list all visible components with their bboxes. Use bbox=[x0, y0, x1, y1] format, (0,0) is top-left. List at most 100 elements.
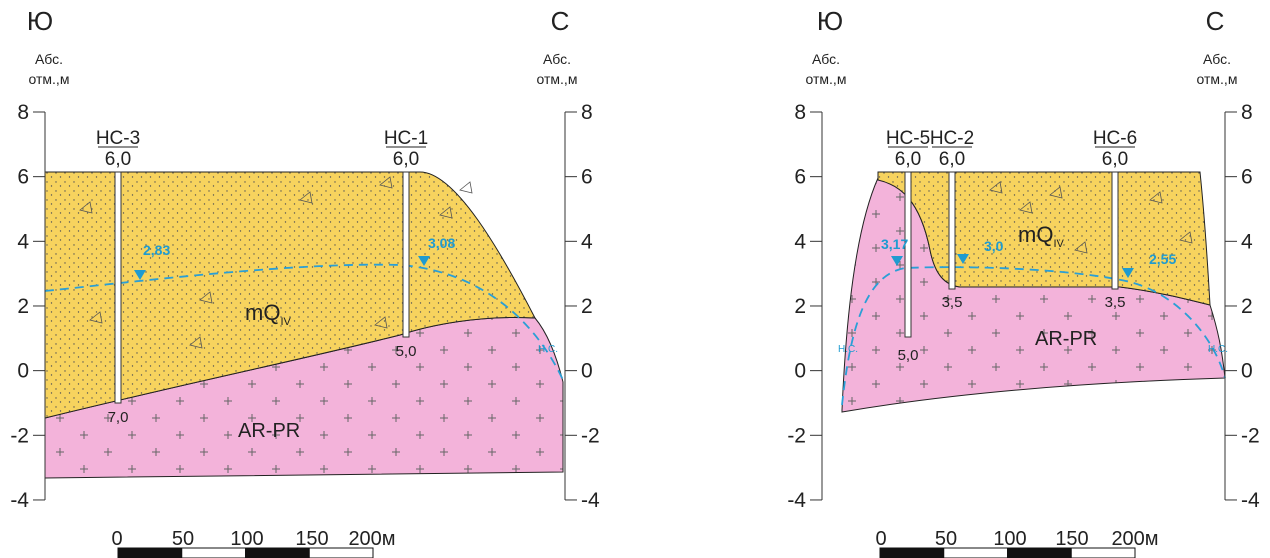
water-level-label: 2,55 bbox=[1149, 251, 1176, 267]
y-tick-label: 6 bbox=[581, 166, 593, 189]
axis-label: Абс. bbox=[543, 51, 571, 67]
scale-label: 0 bbox=[111, 528, 122, 550]
y-tick-label: 8 bbox=[794, 101, 806, 124]
layer-symbol: mQ bbox=[245, 300, 280, 325]
y-tick-label: -2 bbox=[1241, 424, 1260, 447]
debris-symbol bbox=[439, 206, 453, 219]
scale-label: 200м bbox=[1111, 528, 1158, 550]
water-level-label: 3,08 bbox=[428, 235, 455, 251]
scale-label: 200м bbox=[348, 528, 395, 550]
debris-symbol bbox=[89, 311, 103, 324]
layer-label: mQIV bbox=[245, 300, 292, 328]
water-source-label: Н.С. bbox=[838, 344, 858, 355]
y-tick-label: -4 bbox=[1241, 489, 1260, 512]
y-tick-label: 2 bbox=[794, 295, 806, 318]
debris-symbol bbox=[79, 201, 93, 214]
axis-label: отм.,м bbox=[806, 71, 847, 87]
debris-symbol bbox=[1019, 201, 1033, 214]
y-tick-label: 6 bbox=[17, 166, 29, 189]
y-tick-label: 0 bbox=[17, 360, 29, 383]
direction-label: Ю bbox=[817, 6, 843, 36]
well bbox=[948, 171, 956, 290]
section: 8 6 4 2 0 -2 -4 8 6 4 2 0 -2 -4 Ю С Абс. отм.,м Абс. отм.,м… bbox=[787, 6, 1260, 558]
debris-symbol bbox=[1049, 186, 1063, 199]
axis-label: отм.,м bbox=[537, 71, 578, 87]
well-name: НС-6 bbox=[1093, 128, 1137, 149]
scale-segment bbox=[1070, 547, 1136, 558]
debris-symbol bbox=[1074, 241, 1088, 254]
scale-label: 100 bbox=[230, 528, 263, 550]
well bbox=[402, 171, 410, 338]
y-tick-label: -4 bbox=[581, 489, 600, 512]
scale-label: 150 bbox=[295, 528, 328, 550]
groundwater-level bbox=[44, 263, 564, 381]
debris-symbol bbox=[299, 191, 313, 204]
scale-label: 50 bbox=[172, 528, 194, 550]
layer-subscript: IV bbox=[280, 316, 291, 328]
well-name: НС-1 bbox=[384, 128, 428, 149]
water-marker bbox=[134, 270, 146, 280]
y-tick-label: 0 bbox=[581, 360, 593, 383]
direction-label: С bbox=[1206, 6, 1225, 36]
y-tick-label: 2 bbox=[581, 295, 593, 318]
debris-symbol bbox=[1149, 191, 1163, 204]
y-tick-label: -4 bbox=[10, 489, 29, 512]
y-tick-label: 8 bbox=[581, 101, 593, 124]
layer-subscript: IV bbox=[1053, 238, 1064, 250]
well-bottom: 3,5 bbox=[1105, 294, 1126, 311]
y-tick-label: 2 bbox=[1241, 295, 1253, 318]
section: 8 6 4 2 0 -2 -4 8 6 4 2 0 -2 -4 Ю С Абс. отм.,м Абс. отм.,м… bbox=[10, 6, 600, 558]
well bbox=[1111, 171, 1119, 290]
y-tick-label: 4 bbox=[581, 230, 593, 253]
y-tick-label: 6 bbox=[794, 166, 806, 189]
water-level-label: 3,0 bbox=[984, 238, 1004, 254]
scale-label: 0 bbox=[875, 528, 886, 550]
well-top: 6,0 bbox=[393, 149, 419, 170]
debris-symbol bbox=[989, 181, 1003, 194]
y-tick-label: -2 bbox=[10, 424, 29, 447]
debris-symbol bbox=[189, 336, 203, 349]
y-tick-label: -4 bbox=[787, 489, 806, 512]
debris-symbol bbox=[459, 181, 473, 194]
well-top: 6,0 bbox=[1102, 149, 1128, 170]
water-marker bbox=[1122, 268, 1134, 278]
well-name: НС-2 bbox=[930, 128, 974, 149]
y-tick-label: 0 bbox=[1241, 360, 1253, 383]
well-name: НС-3 bbox=[96, 128, 140, 149]
layer-label: mQIV bbox=[1018, 222, 1065, 250]
axis-label: отм.,м bbox=[1197, 71, 1238, 87]
well-bottom: 5,0 bbox=[396, 343, 417, 360]
well-top: 6,0 bbox=[895, 149, 921, 170]
water-marker bbox=[418, 256, 430, 266]
y-tick-label: -2 bbox=[787, 424, 806, 447]
scale-segment bbox=[308, 547, 374, 558]
water-source-label: Н.С. bbox=[1208, 344, 1228, 355]
layer-label: AR-PR bbox=[1035, 328, 1097, 350]
water-level-label: 3,17 bbox=[881, 236, 908, 252]
y-tick-label: 2 bbox=[17, 295, 29, 318]
scale-label: 50 bbox=[935, 528, 957, 550]
y-tick-label: -2 bbox=[581, 424, 600, 447]
well-bottom: 7,0 bbox=[108, 409, 129, 426]
debris-symbol bbox=[374, 316, 388, 329]
axis-label: Абс. bbox=[812, 51, 840, 67]
well-bottom: 5,0 bbox=[898, 347, 919, 364]
well-bottom: 3,5 bbox=[942, 294, 963, 311]
water-level-label: 2,83 bbox=[143, 242, 170, 258]
debris-symbol bbox=[1179, 231, 1193, 244]
scale-label: 150 bbox=[1055, 528, 1088, 550]
y-tick-label: 4 bbox=[794, 230, 806, 253]
well-top: 6,0 bbox=[939, 149, 965, 170]
layer-symbol: mQ bbox=[1018, 222, 1053, 247]
groundwater-level bbox=[841, 266, 1226, 406]
y-tick-label: 4 bbox=[1241, 230, 1253, 253]
well-top: 6,0 bbox=[105, 149, 131, 170]
axis-label: Абс. bbox=[1203, 51, 1231, 67]
well bbox=[904, 171, 912, 338]
scale-label: 100 bbox=[993, 528, 1026, 550]
well-name: НС-5 bbox=[886, 128, 930, 149]
layer-label: AR-PR bbox=[238, 420, 300, 442]
debris-symbol bbox=[379, 176, 393, 189]
y-tick-label: 0 bbox=[794, 360, 806, 383]
